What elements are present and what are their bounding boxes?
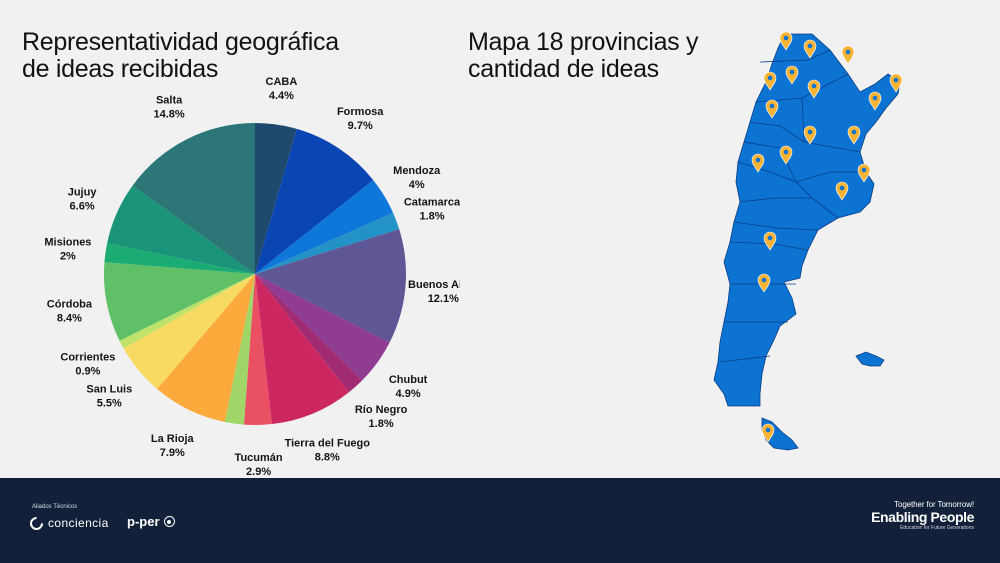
location-pin-icon xyxy=(779,31,793,51)
pie-label-caba: CABA 4.4% xyxy=(266,76,298,102)
location-pin-icon xyxy=(868,91,882,111)
pie-slice-tucuman xyxy=(243,274,272,425)
pie-label-corrientes: Corrientes 0.9% xyxy=(60,351,115,377)
pie-slice-cordoba xyxy=(103,262,255,341)
conciencia-logo: conciencia xyxy=(27,513,109,533)
conciencia-wordmark: conciencia xyxy=(48,516,109,530)
pie-label-buenos-aires: Buenos Aires12.1% xyxy=(408,279,460,305)
location-pin-icon xyxy=(761,423,775,443)
location-pin-icon xyxy=(835,181,849,201)
location-pin-icon xyxy=(803,125,817,145)
pie-slice-buenos-aires xyxy=(255,229,407,343)
pie-label-mendoza: Mendoza 4% xyxy=(393,165,441,191)
pie-label-san-luis: San Luis 5.5% xyxy=(86,383,132,409)
pie-title-line-1: Representatividad geográfica xyxy=(22,28,339,56)
pie-label-misiones: Misiones 2% xyxy=(44,236,91,262)
mainland-shape xyxy=(713,33,901,407)
pie-label-la-rioja: La Rioja 7.9% xyxy=(151,433,195,459)
location-pin-icon xyxy=(857,163,871,183)
pie-slice-catamarca xyxy=(255,212,400,274)
pie-slice-unlabeled-9 xyxy=(224,274,255,425)
location-pin-icon xyxy=(751,153,765,173)
pie-label-tucuman: Tucumán 2.9% xyxy=(235,452,283,478)
location-pin-icon xyxy=(763,231,777,251)
pper-wordmark: p-per xyxy=(127,514,160,529)
conciencia-c-icon xyxy=(27,513,46,533)
pie-slice-tierra-del-fuego xyxy=(255,274,350,425)
brand-tagline: Together for Tomorrow! xyxy=(894,500,974,509)
pie-label-catamarca: Catamarca 1.8% xyxy=(404,197,460,223)
location-pin-icon xyxy=(841,45,855,65)
pie-slice-la-rioja xyxy=(157,274,255,422)
map-title: Mapa 18 provincias y cantidad de ideas xyxy=(468,29,738,83)
location-pin-icon xyxy=(847,125,861,145)
pie-label-salta: Salta 14.8% xyxy=(153,95,184,121)
pie-slice-caba xyxy=(255,123,297,274)
pie-label-tierra-del-fuego: Tierra del Fuego 8.8% xyxy=(285,438,371,464)
pie-chart: CABA 4.4% Formosa 9.7% Mendoza 4% Catamarca 1.8… xyxy=(44,76,460,478)
map-title-line-2: cantidad de ideas xyxy=(468,55,659,83)
location-pin-icon xyxy=(889,73,903,93)
pie-label-formosa: Formosa 9.7% xyxy=(337,106,384,132)
brand-subtitle: Education for Future Generations xyxy=(900,525,974,531)
pie-slice-formosa xyxy=(255,128,374,274)
pie-slice-chubut xyxy=(255,274,390,381)
map-title-line-1: Mapa 18 provincias y xyxy=(468,28,699,56)
location-pin-icon xyxy=(779,145,793,165)
pie-label-cordoba: Córdoba 8.4% xyxy=(47,299,93,325)
location-pin-icon xyxy=(757,273,771,293)
allies-label: Aliados Técnicos xyxy=(32,504,78,510)
pie-slice-misiones xyxy=(104,243,256,274)
pie-slice-salta xyxy=(132,123,255,274)
pie-slice-corrientes xyxy=(119,274,255,349)
location-pin-icon xyxy=(807,79,821,99)
pie-chart-title: Representatividad geográfica de ideas re… xyxy=(22,29,402,83)
pper-circle-icon xyxy=(163,516,175,527)
footer-bar: Aliados Técnicos conciencia p-per Togeth… xyxy=(0,478,1000,563)
pie-label-chubut: Chubut 4.9% xyxy=(389,374,428,400)
location-pin-icon xyxy=(765,99,779,119)
pie-slice-rio-negro xyxy=(255,274,363,393)
pper-logo: p-per xyxy=(127,514,175,529)
location-pin-icon xyxy=(803,39,817,59)
enabling-people-logo: Together for Tomorrow! Enabling People E… xyxy=(871,500,974,531)
pie-label-rio-negro: Río Negro 1.8% xyxy=(355,404,408,430)
argentina-map xyxy=(713,31,903,451)
pie-slice-mendoza xyxy=(255,180,394,274)
pie-label-jujuy: Jujuy 6.6% xyxy=(68,187,98,213)
malvinas-shape xyxy=(855,351,885,367)
location-pin-icon xyxy=(763,71,777,91)
pie-title-line-2: de ideas recibidas xyxy=(22,55,219,83)
pie-slice-san-luis xyxy=(123,274,255,390)
pie-slice-jujuy xyxy=(107,185,256,274)
brand-name: Enabling People xyxy=(871,509,974,525)
location-pin-icon xyxy=(785,65,799,85)
